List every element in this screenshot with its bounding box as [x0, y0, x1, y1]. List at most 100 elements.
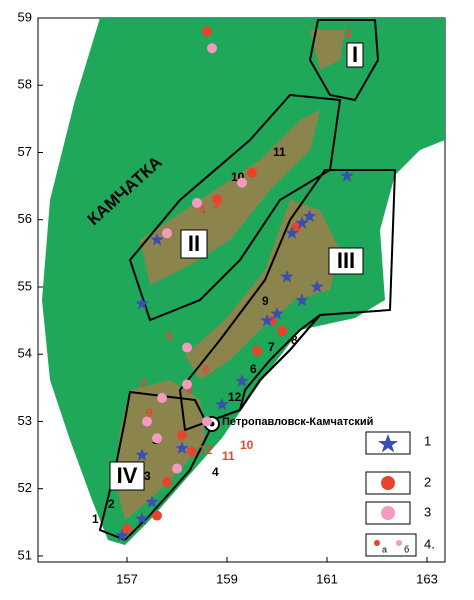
- region-outline: [98, 390, 212, 542]
- zone-number: 1: [92, 512, 99, 526]
- star: [295, 293, 309, 307]
- pink-circle: [152, 433, 162, 444]
- region-label: IV: [117, 463, 138, 488]
- zone-number: 8: [291, 333, 298, 347]
- star: [175, 441, 189, 454]
- legend: 1 2 3 а б 4.: [365, 431, 435, 557]
- pink-circle: [172, 463, 182, 474]
- pink-circle: [162, 228, 172, 239]
- y-tick-label: 57: [18, 144, 32, 159]
- pink-circle: [192, 197, 202, 208]
- label-box: [109, 461, 145, 491]
- x-tick-label: 159: [216, 571, 238, 586]
- y-tick-label: 56: [18, 211, 32, 226]
- star: [235, 374, 249, 387]
- star: [310, 280, 324, 293]
- star: [270, 306, 284, 320]
- legend-label: 3: [424, 504, 431, 519]
- legend-small-red: [374, 540, 380, 546]
- zone-number: 7: [140, 377, 147, 391]
- legend-label: 1: [424, 433, 431, 448]
- legend-red-circle: [381, 476, 395, 490]
- zone-number: 12: [228, 390, 242, 404]
- star: [215, 397, 229, 411]
- zone-number: 9: [146, 406, 153, 420]
- red-circle: [252, 345, 262, 356]
- pink-circle: [157, 392, 167, 403]
- red-circle: [277, 325, 287, 336]
- y-tick-label: 52: [18, 480, 32, 495]
- zone-number: 12: [199, 443, 213, 457]
- region-outline: [128, 93, 342, 322]
- y-tick-label: 58: [18, 77, 32, 92]
- zone-number: 8: [186, 382, 193, 396]
- legend-sublabel: а: [382, 544, 387, 554]
- zone-number: 4: [199, 203, 206, 217]
- red-circle: [122, 524, 132, 535]
- label-box: [328, 247, 364, 275]
- red-circle: [177, 429, 187, 440]
- label-box: [346, 42, 364, 68]
- y-tick-label: 59: [18, 9, 32, 24]
- pink-circle: [237, 177, 247, 188]
- region-label: I: [352, 42, 358, 67]
- zone-number: 2: [345, 26, 352, 40]
- zone-number: 6: [250, 362, 257, 376]
- star: [295, 216, 309, 229]
- zone-number: 2: [108, 497, 115, 511]
- star: [260, 313, 274, 327]
- star: [135, 512, 149, 525]
- pink-circle: [182, 342, 192, 353]
- star: [285, 226, 299, 239]
- x-tick-label: 157: [116, 571, 138, 586]
- zone-number: 4: [212, 465, 219, 479]
- red-circle: [212, 194, 222, 205]
- legend-label: 4.: [424, 536, 435, 551]
- zone-number: 7: [268, 340, 275, 354]
- red-circle: [202, 26, 212, 37]
- x-tick-label: 161: [316, 571, 338, 586]
- red-circle: [187, 446, 197, 457]
- region-outline: [239, 314, 321, 411]
- zone-number: 10: [240, 438, 254, 452]
- pink-circle: [202, 416, 212, 427]
- star: [280, 269, 294, 283]
- legend-sublabel: б: [404, 544, 409, 554]
- region-label: III: [337, 248, 355, 273]
- zone-number: 5: [166, 329, 173, 343]
- star: [340, 169, 354, 182]
- pink-circle: [207, 43, 217, 54]
- region-outline: [308, 19, 380, 102]
- y-tick-label: 53: [18, 413, 32, 428]
- star: [135, 296, 149, 310]
- star: [135, 448, 149, 461]
- red-circle: [247, 167, 257, 178]
- region-label: II: [188, 231, 200, 256]
- y-tick-label: 51: [18, 547, 32, 562]
- pink-circle: [142, 416, 152, 427]
- red-circle: [152, 510, 162, 521]
- red-circle: [162, 476, 172, 487]
- y-tick-label: 55: [18, 278, 32, 293]
- star: [302, 209, 317, 222]
- y-tick-label: 54: [18, 346, 32, 361]
- region-labels: I II III IV: [109, 42, 364, 491]
- x-tick-label: 163: [416, 571, 438, 586]
- zone-number: 6: [203, 363, 210, 377]
- zone-number: 11: [222, 449, 235, 463]
- label-box: [180, 229, 208, 259]
- city-label: Петропавловск-Камчатский: [222, 416, 373, 428]
- zone-number: 11: [273, 145, 286, 159]
- zone-number: 9: [262, 294, 269, 308]
- pink-circle: [182, 379, 192, 390]
- legend-box: [365, 533, 417, 557]
- star: [115, 528, 129, 542]
- legend-label: 2: [424, 474, 431, 489]
- star: [150, 232, 164, 246]
- legend-star: [378, 434, 398, 453]
- zone-number: 3: [144, 469, 151, 483]
- legend-pink-circle: [381, 506, 395, 520]
- star: [145, 495, 159, 508]
- legend-small-pink: [396, 540, 402, 546]
